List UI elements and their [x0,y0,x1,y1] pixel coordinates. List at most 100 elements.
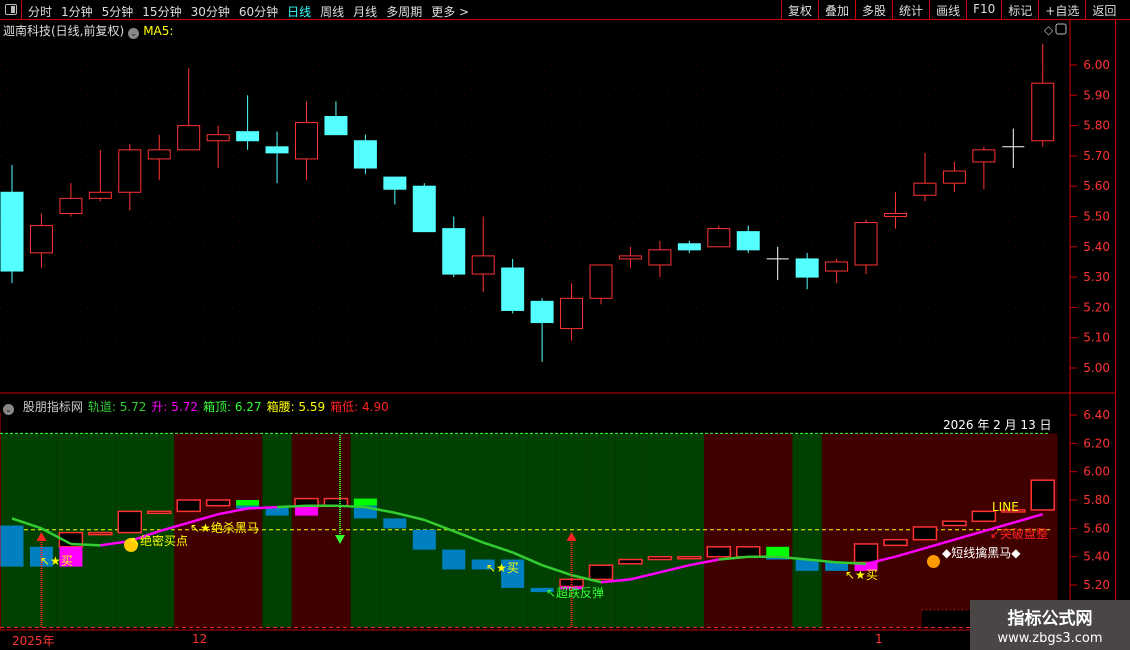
ma-label: MA5: [143,24,174,38]
toolbar-buttons: 复权 叠加 多股 统计 画线 F10 标记 +自选 返回 [781,0,1122,20]
down-arrow-icon [335,535,345,544]
side-tabs[interactable] [1115,20,1130,650]
track-line-segment [865,555,896,566]
indicator-value: 箱腰: 5.59 [266,400,326,414]
background-band [380,433,410,628]
track-line-segment [423,518,455,533]
chevron-down-icon[interactable]: ⌄ [3,404,14,415]
price-tick-label: 6.20 [1083,436,1110,450]
candle-body [324,116,348,136]
candle-body [501,267,525,311]
toolbar-button[interactable]: 多股 [855,0,892,20]
candle-body [206,134,230,142]
price-tick-label: 6.00 [1083,58,1110,72]
toolbar-button[interactable]: +自选 [1038,0,1085,20]
candle-body [59,197,83,214]
period-tab[interactable]: 60分钟 [238,5,279,19]
layout-toggle-icon[interactable] [0,0,22,20]
period-tab[interactable]: 1分钟 [61,5,93,19]
period-tab[interactable]: 多周期 [386,5,423,19]
track-line-segment [807,558,837,564]
smiley-icon [124,538,138,552]
background-band [645,433,675,628]
candle-body [265,146,289,154]
background-band [733,433,763,628]
green-box [236,500,260,506]
period-tab[interactable]: 更多 > [431,5,470,19]
toolbar-button[interactable]: 复权 [781,0,818,20]
price-tick-label: 5.40 [1083,550,1110,564]
toolbar: 分时 1分钟 5分钟 15分钟 30分钟 60分钟 日线 周线 月线 多周期 更多 > 复权 叠加 多股… [0,0,1130,20]
candle-body [648,249,672,266]
track-line-segment [689,558,720,567]
price-tick-label: 5.20 [1083,300,1110,314]
hollow-box [1030,479,1055,511]
track-line-segment [777,555,808,561]
hollow-box [853,543,879,564]
track-line-segment [541,564,572,577]
background-band [615,433,646,628]
track-line-segment [70,542,101,547]
period-tab[interactable]: 15分钟 [142,5,182,19]
indicator-value: 升: 5.72 [151,400,198,414]
toolbar-button[interactable]: 返回 [1085,0,1122,20]
hollow-box [883,538,908,547]
candle-body [913,182,937,196]
price-tick-label: 5.60 [1083,179,1110,193]
hollow-box [176,499,201,513]
price-tick-label: 6.40 [1083,408,1110,422]
background-band [586,433,616,628]
candle-body [88,191,112,199]
toolbar-button[interactable]: F10 [966,0,1001,20]
price-tick-label: 5.60 [1083,521,1110,535]
candle-body [618,255,642,260]
candle-body [177,125,201,151]
hollow-box [117,510,143,534]
toolbar-button[interactable]: 叠加 [818,0,855,20]
background-band [527,433,557,628]
track-line-segment [512,551,543,567]
track-line-segment [158,521,190,533]
hollow-box [1001,509,1026,513]
signal-catch-horse: ◆短线擒黑马◆ [942,546,1021,560]
period-tab[interactable]: 5分钟 [101,5,134,19]
toolbar-button[interactable]: 统计 [892,0,929,20]
date-label: 2026 年 2 月 13 日 [943,418,1052,432]
price-tick-label: 5.70 [1083,149,1110,163]
period-tab[interactable]: 分时 [28,5,53,19]
green-box [766,546,790,557]
background-band [203,433,233,628]
background-band [998,433,1029,628]
track-line-segment [453,530,484,544]
candle-body [795,258,819,278]
hollow-box [736,546,761,558]
track-line-segment [217,507,248,516]
track-line-segment [718,555,749,561]
hollow-box [647,555,673,561]
signal-breakout: ↙突破盘整 [990,527,1049,541]
blue-box [0,525,24,567]
background-band [939,433,970,628]
signal-buy: ↖★买 [40,554,73,568]
background-band [1028,433,1058,628]
track-line-segment [276,504,307,509]
period-tab[interactable]: 月线 [353,5,378,19]
chevron-down-icon[interactable]: ⌄ [128,28,140,39]
candle-body [147,149,171,160]
watermark: 指标公式网 www.zbgs3.com [970,600,1130,650]
background-band [26,433,57,628]
track-line-segment [954,529,985,541]
period-tab[interactable]: 日线 [287,5,312,19]
period-tab[interactable]: 30分钟 [190,5,230,19]
toolbar-button[interactable]: 画线 [929,0,966,20]
candle-body [707,228,731,248]
blue-box [442,549,466,570]
price-tick-label: 5.90 [1083,88,1110,102]
period-tab[interactable]: 周线 [320,5,345,19]
indicator-value: 箱低: 4.90 [330,400,389,414]
price-tick-label: 5.10 [1083,331,1110,345]
toolbar-button[interactable]: 标记 [1001,0,1038,20]
track-line-segment [247,505,278,510]
blank-box [922,610,970,627]
